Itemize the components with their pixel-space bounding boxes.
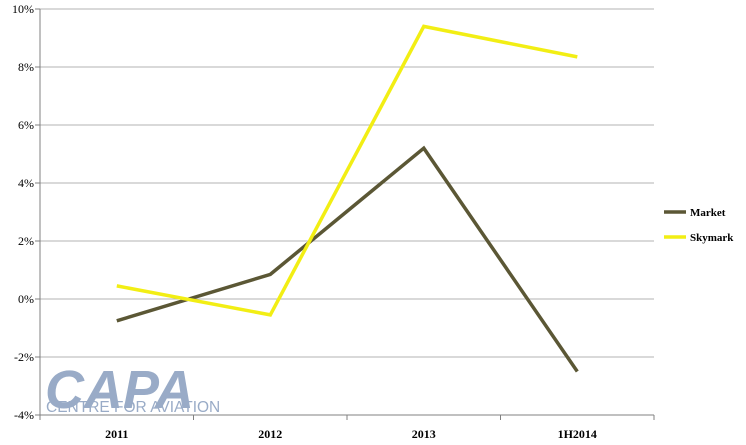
legend-label-market: Market bbox=[690, 207, 726, 219]
y-tick-label: 2% bbox=[18, 234, 34, 248]
series-line-market bbox=[116, 145, 579, 373]
y-tick-label: 4% bbox=[18, 176, 34, 190]
data-series bbox=[116, 24, 579, 373]
series-line-skymark bbox=[116, 24, 578, 317]
gridlines bbox=[35, 8, 654, 416]
y-tick-label: 8% bbox=[18, 60, 34, 74]
watermark-logo-text: CAPA bbox=[45, 360, 194, 420]
x-tick-label: 2012 bbox=[258, 427, 282, 441]
y-tick-label: 0% bbox=[18, 292, 34, 306]
y-tick-label: 6% bbox=[18, 118, 34, 132]
legend-label-skymark: Skymark bbox=[690, 232, 734, 244]
x-tick-label: 2011 bbox=[105, 427, 128, 441]
x-tick-label: 1H2014 bbox=[558, 427, 597, 441]
x-axis-labels: 2011 2012 2013 1H2014 bbox=[39, 415, 655, 441]
x-tick-label: 2013 bbox=[412, 427, 436, 441]
legend: Market Skymark bbox=[664, 207, 734, 244]
y-axis-labels: 10% 8% 6% 4% 2% 0% -2% -4% bbox=[12, 2, 34, 422]
y-tick-label: -4% bbox=[14, 408, 34, 422]
capa-watermark-logo: CAPA CENTRE FOR AVIATION bbox=[45, 360, 220, 420]
y-tick-label: 10% bbox=[12, 2, 34, 16]
watermark-logo-subtext: CENTRE FOR AVIATION bbox=[46, 399, 220, 416]
y-tick-label: -2% bbox=[14, 350, 34, 364]
